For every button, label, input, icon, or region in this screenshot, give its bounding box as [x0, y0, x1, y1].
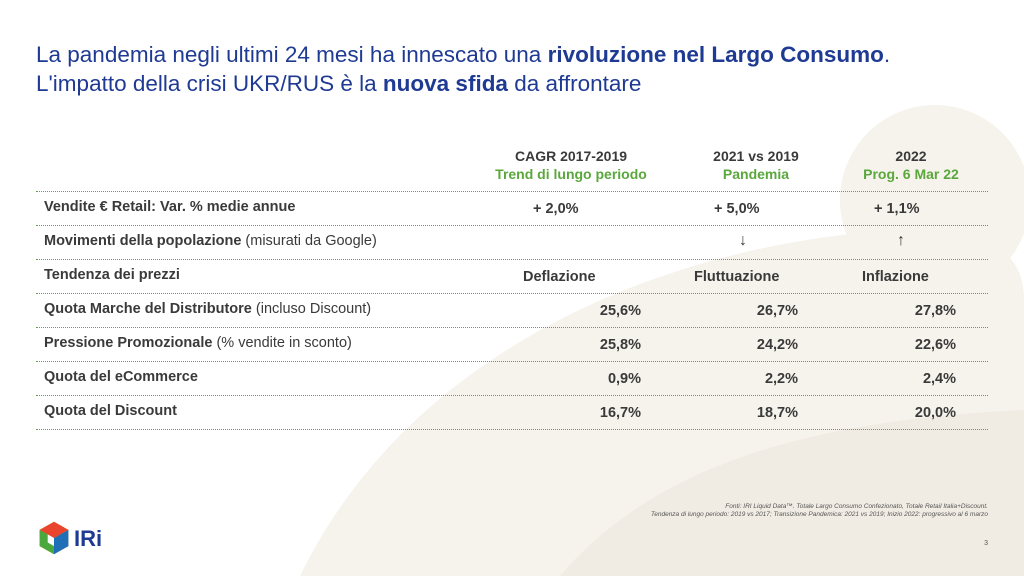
- row-label: Quota Marche del Distributore (incluso D…: [44, 301, 371, 317]
- row-label-note: (misurati da Google): [241, 233, 377, 249]
- row-label: Quota del Discount: [44, 403, 177, 419]
- cell-value: Inflazione: [862, 269, 929, 285]
- table-row: Pressione Promozionale (% vendite in sco…: [36, 328, 988, 362]
- table-header: CAGR 2017-2019 Trend di lungo periodo 20…: [36, 143, 988, 192]
- row-label: Movimenti della popolazione (misurati da…: [44, 233, 377, 249]
- row-label-bold: Quota del Discount: [44, 403, 177, 419]
- table-row: Quota Marche del Distributore (incluso D…: [36, 294, 988, 328]
- cell-value: Deflazione: [523, 269, 596, 285]
- subtitle-text: da affrontare: [507, 71, 642, 96]
- row-label-note: (% vendite in sconto): [212, 335, 352, 351]
- column-header-pandemia: 2021 vs 2019 Pandemia: [676, 147, 836, 183]
- cell-value: 2,2%: [764, 371, 798, 387]
- iri-logo-icon: [39, 521, 69, 555]
- subtitle-text: L'impatto della crisi UKR/RUS è la: [36, 71, 383, 96]
- footnote-line: Tendenza di lungo periodo: 2019 vs 2017;…: [650, 511, 988, 518]
- row-label-bold: Vendite € Retail: Var. % medie annue: [44, 199, 296, 215]
- cell-value: 18,7%: [756, 405, 798, 421]
- cell-value: 27,8%: [914, 303, 956, 319]
- row-label-bold: Quota Marche del Distributore: [44, 301, 252, 317]
- row-label-bold: Movimenti della popolazione: [44, 233, 242, 249]
- title-emphasis: rivoluzione nel Largo Consumo: [547, 42, 884, 67]
- column-header-title: 2022: [895, 148, 927, 164]
- row-label: Quota del eCommerce: [44, 369, 198, 385]
- cell-value: 2,4%: [922, 371, 956, 387]
- column-header-subtitle: Pandemia: [722, 166, 790, 182]
- cell-value: + 1,1%: [874, 201, 920, 217]
- column-header-title: CAGR 2017-2019: [514, 148, 628, 164]
- row-label-bold: Quota del eCommerce: [44, 369, 198, 385]
- row-label: Pressione Promozionale (% vendite in sco…: [44, 335, 352, 351]
- column-header-cagr: CAGR 2017-2019 Trend di lungo periodo: [466, 147, 676, 183]
- source-footnote: Fonti: IRI Liquid Data™. Totale Largo Co…: [651, 503, 988, 519]
- title-text: La pandemia negli ultimi 24 mesi ha inne…: [36, 42, 548, 67]
- subtitle-emphasis: nuova sfida: [382, 71, 508, 96]
- page-title: La pandemia negli ultimi 24 mesi ha inne…: [36, 40, 1016, 98]
- logo-text: IRi: [74, 526, 103, 551]
- cell-value: 26,7%: [756, 303, 798, 319]
- cell-value: 25,8%: [599, 337, 641, 353]
- table-row: Quota del eCommerce 0,9% 2,2% 2,4%: [36, 362, 988, 396]
- table-row: Movimenti della popolazione (misurati da…: [36, 226, 988, 260]
- footnote-line: Fonti: IRI Liquid Data™. Totale Largo Co…: [725, 503, 988, 510]
- arrow-down-icon: ↓: [739, 232, 747, 249]
- cell-value: 0,9%: [607, 371, 641, 387]
- column-header-title: 2021 vs 2019: [713, 148, 799, 164]
- title-text: .: [883, 42, 891, 67]
- cell-value: + 5,0%: [714, 201, 760, 217]
- column-header-subtitle: Trend di lungo periodo: [495, 166, 647, 182]
- cell-value: 20,0%: [914, 405, 956, 421]
- comparison-table: CAGR 2017-2019 Trend di lungo periodo 20…: [36, 143, 988, 430]
- cell-value: + 2,0%: [533, 201, 579, 217]
- column-header-subtitle: Prog. 6 Mar 22: [863, 166, 959, 182]
- cell-value: 25,6%: [599, 303, 641, 319]
- arrow-up-icon: ↑: [897, 232, 905, 249]
- row-label-bold: Pressione Promozionale: [44, 335, 213, 351]
- table-row: Vendite € Retail: Var. % medie annue + 2…: [36, 192, 988, 226]
- cell-value: 24,2%: [756, 337, 798, 353]
- cell-value: 22,6%: [914, 337, 956, 353]
- table-row: Tendenza dei prezzi Deflazione Fluttuazi…: [36, 260, 988, 294]
- cell-value: 16,7%: [599, 405, 641, 421]
- row-label: Vendite € Retail: Var. % medie annue: [44, 199, 295, 215]
- row-label-note: (incluso Discount): [251, 301, 372, 317]
- page-number: 3: [984, 540, 988, 547]
- column-header-2022: 2022 Prog. 6 Mar 22: [836, 147, 986, 183]
- row-label-bold: Tendenza dei prezzi: [44, 267, 180, 283]
- cell-value: Fluttuazione: [694, 269, 780, 285]
- row-label: Tendenza dei prezzi: [44, 267, 180, 283]
- table-row: Quota del Discount 16,7% 18,7% 20,0%: [36, 396, 988, 430]
